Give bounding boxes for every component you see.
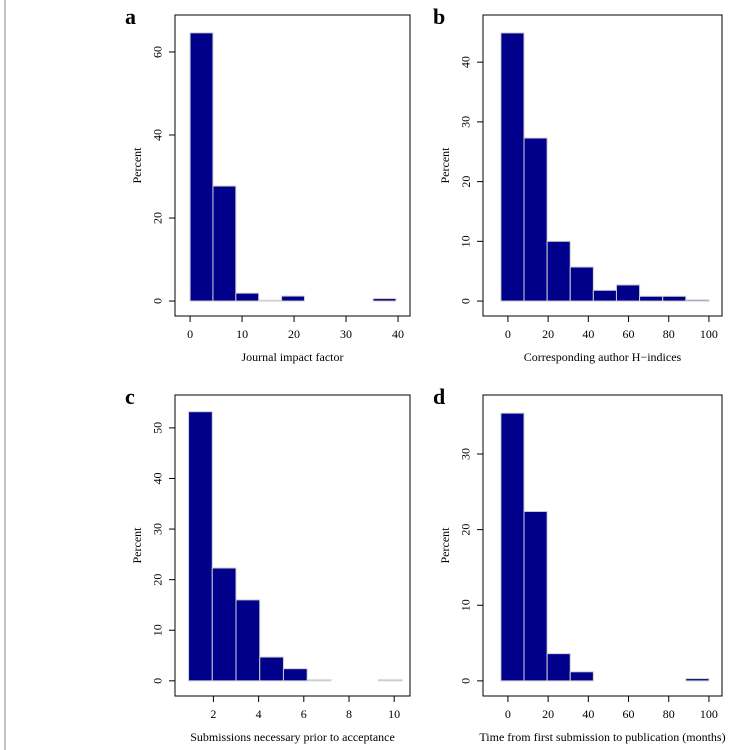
bar	[306, 679, 332, 682]
y-tick-label: 40	[151, 472, 165, 484]
y-tick-label: 10	[459, 235, 473, 247]
bar	[546, 240, 571, 302]
bar	[258, 299, 283, 302]
x-tick-label: 80	[663, 707, 675, 721]
bar	[592, 289, 617, 302]
bar	[500, 412, 525, 682]
y-tick-label: 0	[459, 678, 473, 684]
y-tick-label: 0	[151, 678, 165, 684]
y-axis-label: Percent	[438, 147, 452, 184]
x-tick-label: 60	[623, 707, 635, 721]
plot-frame	[174, 14, 411, 317]
x-tick-label: 2	[210, 707, 216, 721]
bar	[685, 678, 710, 682]
x-tick-label: 60	[623, 327, 635, 341]
x-tick-label: 10	[388, 707, 400, 721]
x-axis-label: Time from first submission to publicatio…	[479, 730, 725, 744]
x-tick-label: 10	[236, 327, 248, 341]
x-tick-label: 20	[288, 327, 300, 341]
y-tick-label: 0	[151, 298, 165, 304]
x-tick-label: 4	[256, 707, 262, 721]
bar	[569, 266, 594, 302]
x-tick-label: 100	[700, 707, 718, 721]
x-tick-label: 40	[582, 707, 594, 721]
panel-letter: b	[433, 4, 445, 29]
y-tick-label: 20	[459, 176, 473, 188]
bar	[500, 32, 525, 302]
bar	[569, 671, 594, 682]
bar	[372, 298, 397, 302]
y-tick-label: 10	[151, 624, 165, 636]
bar	[662, 295, 687, 302]
y-tick-label: 20	[459, 524, 473, 536]
bar	[235, 292, 260, 302]
x-tick-label: 40	[392, 327, 404, 341]
y-tick-label: 0	[459, 298, 473, 304]
y-tick-label: 20	[151, 574, 165, 586]
x-tick-label: 0	[505, 707, 511, 721]
bar	[211, 567, 237, 682]
y-axis-label: Percent	[438, 527, 452, 564]
x-axis-label: Corresponding author H−indices	[524, 350, 682, 364]
y-tick-label: 30	[151, 523, 165, 535]
x-tick-label: 8	[346, 707, 352, 721]
bar	[212, 185, 237, 302]
y-tick-label: 40	[459, 56, 473, 68]
y-tick-label: 20	[151, 212, 165, 224]
plot-frame	[482, 14, 723, 317]
y-tick-label: 50	[151, 422, 165, 434]
y-tick-label: 30	[459, 116, 473, 128]
bar	[377, 679, 403, 682]
x-axis-label: Submissions necessary prior to acceptanc…	[190, 730, 395, 744]
bar	[615, 284, 641, 302]
x-tick-label: 6	[301, 707, 307, 721]
bar	[188, 411, 213, 682]
x-tick-label: 0	[187, 327, 193, 341]
x-tick-label: 100	[700, 327, 718, 341]
x-tick-label: 40	[582, 327, 594, 341]
bar	[523, 137, 548, 302]
y-tick-label: 60	[151, 46, 165, 58]
bar	[259, 656, 284, 682]
bar	[235, 599, 261, 682]
panel-letter: c	[125, 384, 135, 409]
bar	[189, 32, 214, 302]
panel-letter: d	[433, 384, 445, 409]
x-tick-label: 20	[542, 707, 554, 721]
x-tick-label: 0	[505, 327, 511, 341]
x-tick-label: 30	[340, 327, 352, 341]
bar	[281, 295, 305, 302]
plot-frame	[174, 394, 411, 697]
x-tick-label: 20	[542, 327, 554, 341]
y-axis-label: Percent	[130, 147, 144, 184]
y-tick-label: 10	[459, 599, 473, 611]
bar	[546, 653, 571, 682]
plot-frame	[482, 394, 723, 697]
bar	[282, 668, 308, 682]
x-tick-label: 80	[663, 327, 675, 341]
panel-letter: a	[125, 4, 136, 29]
bar	[523, 510, 548, 682]
y-tick-label: 30	[459, 448, 473, 460]
y-tick-label: 40	[151, 129, 165, 141]
y-axis-label: Percent	[130, 527, 144, 564]
bar	[685, 299, 710, 302]
x-axis-label: Journal impact factor	[242, 350, 344, 364]
bar	[639, 295, 664, 302]
